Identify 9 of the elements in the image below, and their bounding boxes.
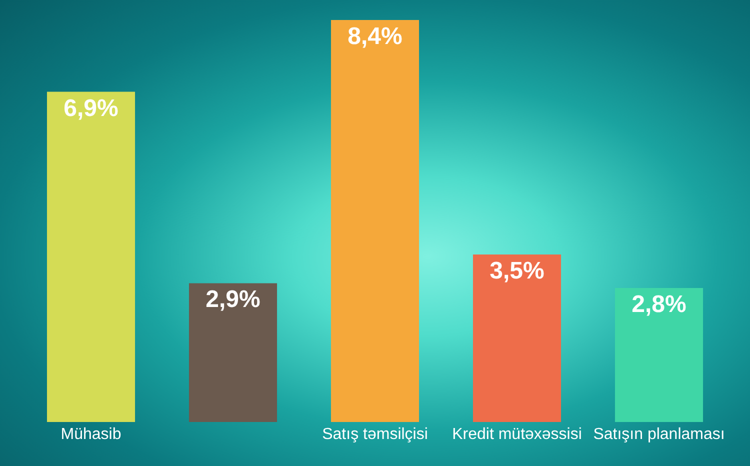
data-label: 2,8%	[632, 291, 686, 318]
x-tick-label: Satış təmsilçisi	[322, 426, 428, 443]
x-tick-label: Kredit mütəxəssisi	[452, 426, 582, 443]
data-label: 3,5%	[490, 258, 544, 284]
x-tick-label: Satışın planlaması	[593, 426, 725, 443]
data-label: 8,4%	[348, 23, 402, 50]
data-label: 6,9%	[64, 94, 118, 122]
data-label: 2,9%	[206, 286, 260, 314]
x-tick-label: Mühasib	[60, 426, 122, 443]
